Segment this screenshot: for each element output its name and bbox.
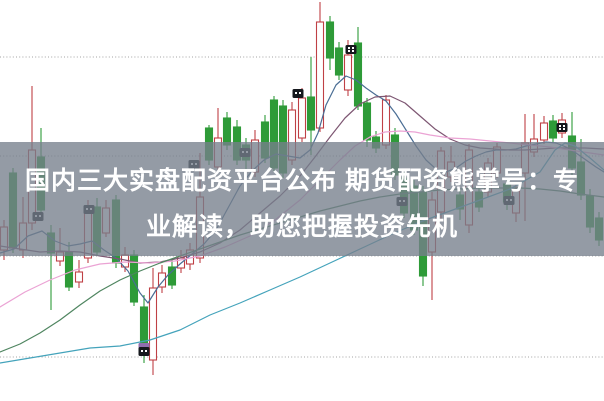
headline-overlay: 国内三大实盘配资平台公布 期货配资熊掌号：专 业解读，助您把握投资先机: [0, 142, 604, 256]
headline-line-2: 业解读，助您把握投资先机: [145, 213, 458, 241]
headline-line-1: 国内三大实盘配资平台公布 期货配资熊掌号：专: [25, 167, 579, 195]
